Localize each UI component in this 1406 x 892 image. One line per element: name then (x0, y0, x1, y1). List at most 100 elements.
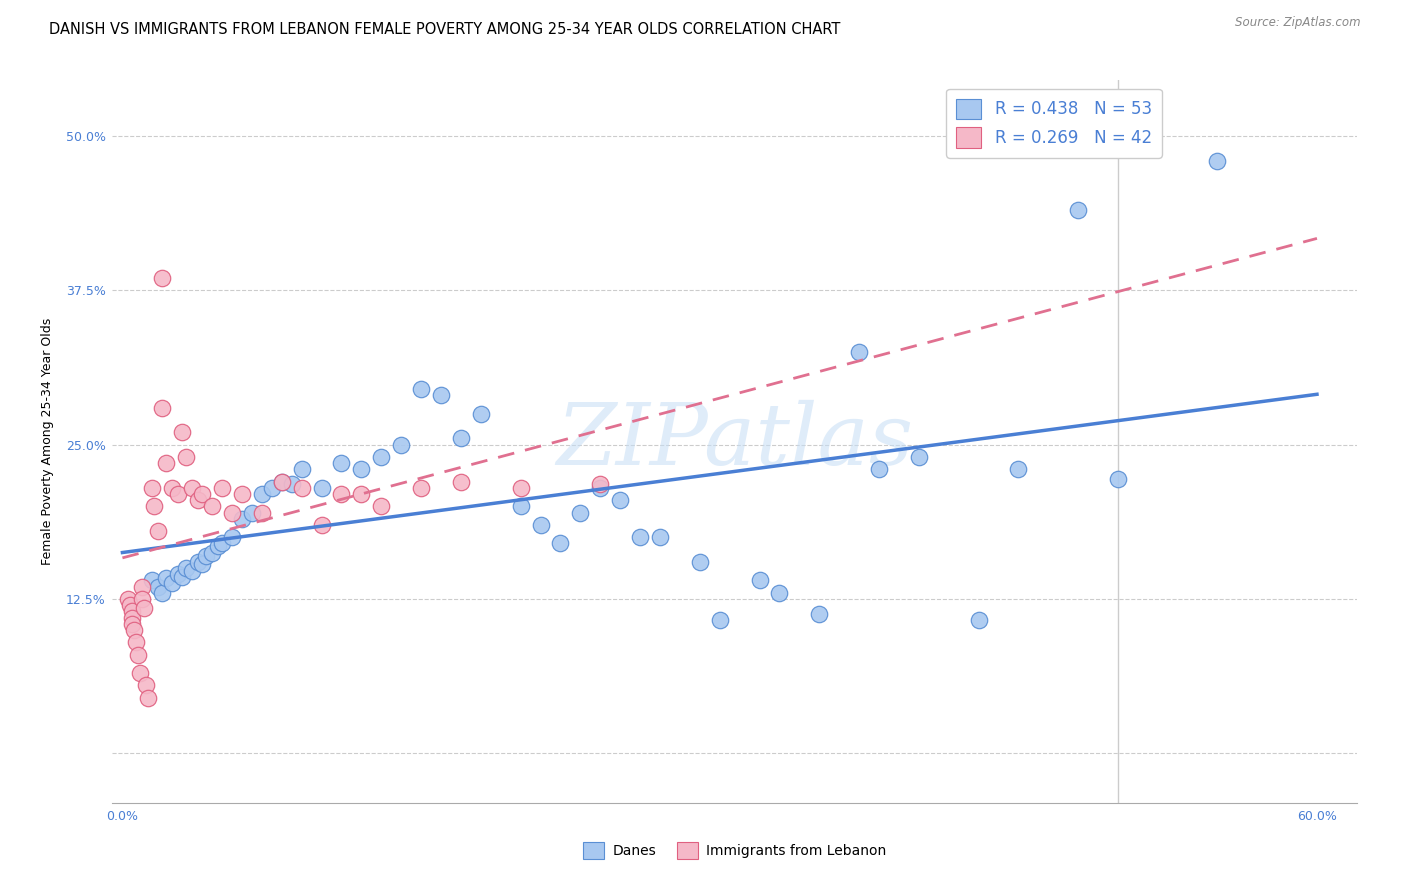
Point (370, 450, 392, 464)
Point (201, 546, 224, 560)
Point (409, 481, 432, 495)
Point (172, 425, 194, 440)
Point (350, 487, 373, 501)
Point (569, 506, 592, 520)
Point (1067, 202, 1090, 217)
Point (191, 487, 214, 501)
Point (470, 407, 492, 421)
Point (127, 648, 149, 662)
Point (748, 574, 770, 588)
Point (689, 555, 711, 569)
Point (589, 481, 612, 495)
Text: Source: ZipAtlas.com: Source: ZipAtlas.com (1236, 16, 1361, 29)
Point (628, 530, 651, 544)
Point (191, 558, 214, 572)
Point (160, 576, 183, 591)
Point (143, 500, 166, 514)
Point (509, 500, 531, 514)
Point (868, 462, 890, 476)
Point (450, 432, 472, 446)
Point (907, 450, 929, 464)
Point (160, 481, 183, 495)
Point (240, 506, 263, 520)
Point (250, 506, 273, 520)
Point (250, 487, 273, 501)
Point (125, 635, 148, 649)
Point (174, 450, 197, 464)
Point (117, 592, 139, 607)
Point (167, 567, 190, 582)
Point (1007, 462, 1029, 476)
Point (768, 586, 790, 600)
Point (648, 530, 671, 544)
Text: ZIPatlas: ZIPatlas (555, 401, 914, 483)
Point (589, 477, 612, 491)
Point (141, 481, 163, 495)
Text: DANISH VS IMMIGRANTS FROM LEBANON FEMALE POVERTY AMONG 25-34 YEAR OLDS CORRELATI: DANISH VS IMMIGRANTS FROM LEBANON FEMALE… (49, 22, 841, 37)
Point (124, 623, 146, 637)
Point (136, 690, 159, 705)
Point (389, 437, 412, 451)
Point (409, 382, 432, 396)
Point (174, 561, 197, 575)
Point (291, 481, 314, 495)
Point (141, 574, 163, 588)
Point (848, 345, 870, 359)
Point (121, 616, 143, 631)
Point (260, 481, 283, 495)
Point (450, 475, 472, 489)
Point (131, 580, 153, 594)
Point (148, 580, 170, 594)
Point (808, 607, 831, 621)
Point (1107, 472, 1129, 486)
Point (529, 517, 551, 532)
Point (221, 506, 243, 520)
Point (370, 500, 392, 514)
Point (550, 536, 572, 550)
Point (135, 678, 157, 692)
Point (330, 456, 353, 470)
Point (609, 493, 631, 508)
Point (187, 555, 209, 569)
Point (148, 524, 170, 538)
Point (131, 592, 153, 607)
Point (221, 530, 243, 544)
Point (172, 570, 194, 584)
Point (181, 564, 204, 578)
Y-axis label: Female Poverty Among 25-34 Year Olds: Female Poverty Among 25-34 Year Olds (41, 318, 55, 566)
Point (187, 493, 209, 508)
Point (121, 604, 143, 618)
Point (167, 487, 190, 501)
Point (201, 500, 224, 514)
Point (150, 401, 173, 415)
Point (155, 456, 177, 470)
Point (709, 613, 731, 627)
Point (134, 600, 156, 615)
Point (1206, 153, 1229, 168)
Legend: Danes, Immigrants from Lebanon: Danes, Immigrants from Lebanon (578, 837, 891, 864)
Point (150, 586, 173, 600)
Point (231, 487, 253, 501)
Point (129, 666, 152, 681)
Point (207, 539, 229, 553)
Point (967, 613, 990, 627)
Point (150, 271, 173, 285)
Point (211, 481, 233, 495)
Point (155, 571, 177, 585)
Point (195, 549, 218, 563)
Point (330, 487, 353, 501)
Point (231, 512, 253, 526)
Point (430, 388, 453, 402)
Point (270, 475, 292, 489)
Point (121, 610, 143, 624)
Point (311, 481, 333, 495)
Point (280, 477, 302, 491)
Point (211, 536, 233, 550)
Point (509, 481, 531, 495)
Point (270, 475, 292, 489)
Point (311, 517, 333, 532)
Point (120, 598, 142, 612)
Point (181, 481, 204, 495)
Point (350, 462, 373, 476)
Point (291, 462, 314, 476)
